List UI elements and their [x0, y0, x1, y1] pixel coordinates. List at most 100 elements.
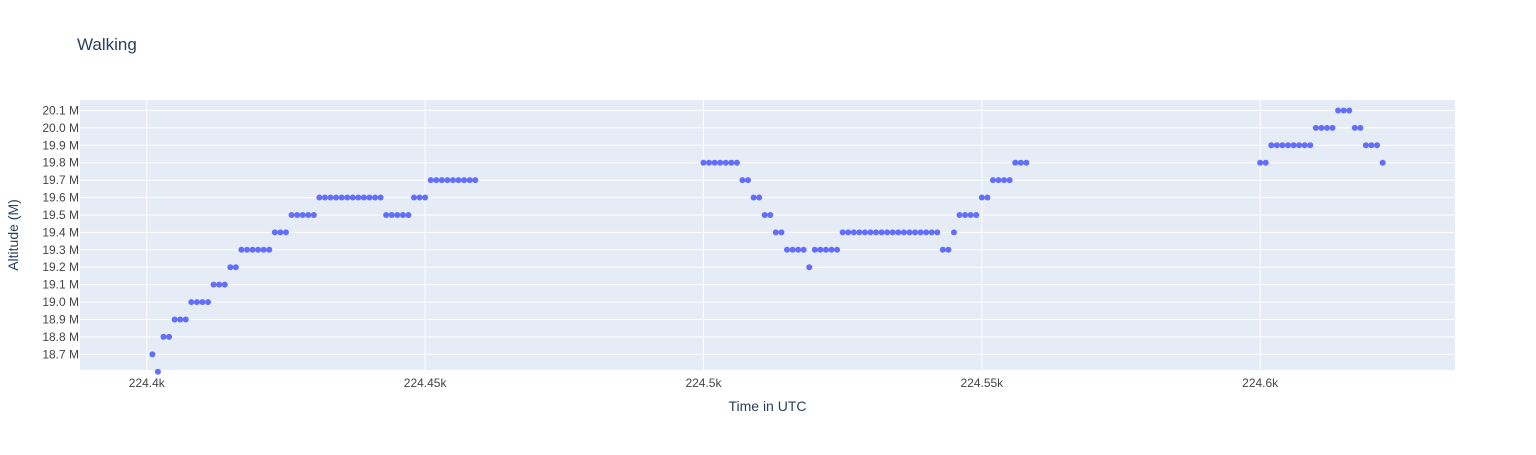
data-point[interactable]	[277, 229, 284, 236]
data-point[interactable]	[149, 351, 156, 358]
data-point[interactable]	[299, 211, 306, 218]
data-point[interactable]	[1351, 124, 1358, 131]
data-point[interactable]	[422, 194, 429, 201]
data-point[interactable]	[282, 229, 289, 236]
data-point[interactable]	[294, 211, 301, 218]
data-point[interactable]	[817, 246, 824, 253]
data-point[interactable]	[717, 159, 724, 166]
data-point[interactable]	[900, 229, 907, 236]
data-point[interactable]	[1012, 159, 1019, 166]
data-point[interactable]	[906, 229, 913, 236]
data-point[interactable]	[1017, 159, 1024, 166]
data-point[interactable]	[1006, 177, 1013, 184]
data-point[interactable]	[1379, 159, 1386, 166]
data-point[interactable]	[912, 229, 919, 236]
data-point[interactable]	[1268, 142, 1275, 149]
data-point[interactable]	[878, 229, 885, 236]
data-point[interactable]	[399, 211, 406, 218]
data-point[interactable]	[756, 194, 763, 201]
data-point[interactable]	[438, 177, 445, 184]
data-point[interactable]	[238, 246, 245, 253]
data-point[interactable]	[962, 211, 969, 218]
data-point[interactable]	[772, 229, 779, 236]
data-point[interactable]	[834, 246, 841, 253]
data-point[interactable]	[177, 316, 184, 323]
data-point[interactable]	[1290, 142, 1297, 149]
data-point[interactable]	[1262, 159, 1269, 166]
data-point[interactable]	[160, 333, 167, 340]
data-point[interactable]	[783, 246, 790, 253]
data-point[interactable]	[884, 229, 891, 236]
data-point[interactable]	[1374, 142, 1381, 149]
data-point[interactable]	[706, 159, 713, 166]
data-point[interactable]	[388, 211, 395, 218]
data-point[interactable]	[1368, 142, 1375, 149]
data-point[interactable]	[711, 159, 718, 166]
data-point[interactable]	[377, 194, 384, 201]
data-point[interactable]	[1273, 142, 1280, 149]
data-point[interactable]	[232, 264, 239, 271]
data-point[interactable]	[1279, 142, 1286, 149]
data-point[interactable]	[1323, 124, 1330, 131]
data-point[interactable]	[188, 299, 195, 306]
data-point[interactable]	[455, 177, 462, 184]
data-point[interactable]	[210, 281, 217, 288]
data-point[interactable]	[372, 194, 379, 201]
data-point[interactable]	[939, 246, 946, 253]
data-point[interactable]	[288, 211, 295, 218]
data-point[interactable]	[266, 246, 273, 253]
data-point[interactable]	[221, 281, 228, 288]
data-point[interactable]	[216, 281, 223, 288]
data-point[interactable]	[950, 229, 957, 236]
data-point[interactable]	[466, 177, 473, 184]
data-point[interactable]	[444, 177, 451, 184]
data-point[interactable]	[383, 211, 390, 218]
data-point[interactable]	[433, 177, 440, 184]
data-point[interactable]	[316, 194, 323, 201]
data-point[interactable]	[745, 177, 752, 184]
data-point[interactable]	[750, 194, 757, 201]
data-point[interactable]	[845, 229, 852, 236]
data-point[interactable]	[839, 229, 846, 236]
data-point[interactable]	[700, 159, 707, 166]
data-point[interactable]	[806, 264, 813, 271]
data-point[interactable]	[850, 229, 857, 236]
data-point[interactable]	[934, 229, 941, 236]
data-point[interactable]	[321, 194, 328, 201]
data-point[interactable]	[305, 211, 312, 218]
data-point[interactable]	[255, 246, 262, 253]
data-point[interactable]	[978, 194, 985, 201]
data-point[interactable]	[1340, 107, 1347, 114]
data-point[interactable]	[411, 194, 418, 201]
data-point[interactable]	[327, 194, 334, 201]
data-point[interactable]	[873, 229, 880, 236]
data-point[interactable]	[739, 177, 746, 184]
data-point[interactable]	[182, 316, 189, 323]
data-point[interactable]	[360, 194, 367, 201]
data-points[interactable]	[149, 107, 1386, 375]
data-point[interactable]	[767, 211, 774, 218]
data-point[interactable]	[344, 194, 351, 201]
data-point[interactable]	[394, 211, 401, 218]
data-point[interactable]	[778, 229, 785, 236]
data-point[interactable]	[449, 177, 456, 184]
data-point[interactable]	[973, 211, 980, 218]
data-point[interactable]	[260, 246, 267, 253]
data-point[interactable]	[889, 229, 896, 236]
data-point[interactable]	[227, 264, 234, 271]
data-point[interactable]	[956, 211, 963, 218]
data-point[interactable]	[989, 177, 996, 184]
data-point[interactable]	[1312, 124, 1319, 131]
data-point[interactable]	[1357, 124, 1364, 131]
data-point[interactable]	[789, 246, 796, 253]
data-point[interactable]	[1335, 107, 1342, 114]
data-point[interactable]	[828, 246, 835, 253]
data-point[interactable]	[945, 246, 952, 253]
data-point[interactable]	[984, 194, 991, 201]
data-point[interactable]	[811, 246, 818, 253]
data-point[interactable]	[1318, 124, 1325, 131]
data-point[interactable]	[1296, 142, 1303, 149]
data-point[interactable]	[355, 194, 362, 201]
data-point[interactable]	[923, 229, 930, 236]
data-point[interactable]	[867, 229, 874, 236]
